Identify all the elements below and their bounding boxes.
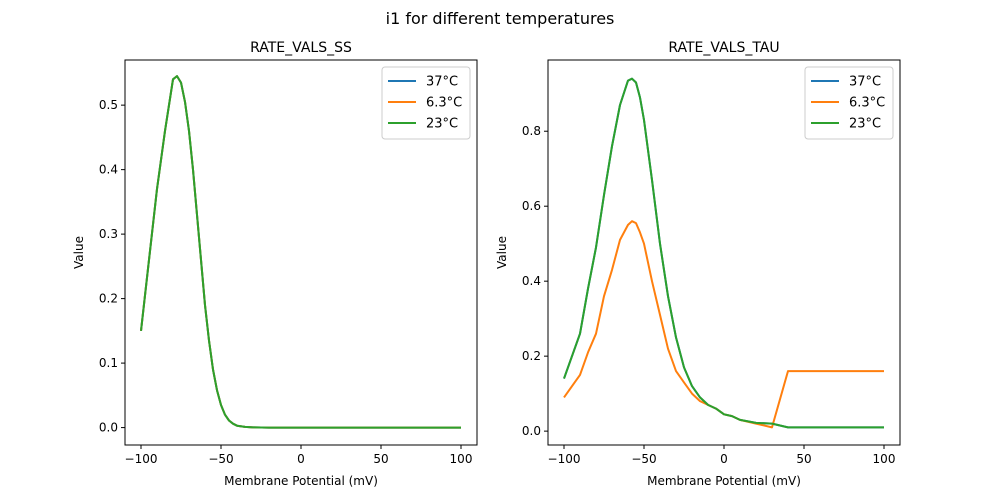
y-tick-label: 0.8 bbox=[522, 124, 541, 138]
y-tick-label: 0.6 bbox=[522, 199, 541, 213]
y-tick-label: 0.3 bbox=[99, 227, 118, 241]
y-tick-label: 0.2 bbox=[99, 292, 118, 306]
x-axis-label: Membrane Potential (mV) bbox=[224, 474, 378, 488]
y-tick-label: 0.0 bbox=[99, 421, 118, 435]
legend-label-2: 23°C bbox=[849, 117, 881, 132]
x-axis-label: Membrane Potential (mV) bbox=[647, 474, 801, 488]
y-tick-label: 0.2 bbox=[522, 349, 541, 363]
y-axis-label: Value bbox=[495, 236, 509, 269]
x-tick-label: −50 bbox=[631, 452, 656, 466]
legend-box bbox=[804, 66, 894, 140]
series-line-2 bbox=[140, 75, 461, 429]
legend-label-1: 6.3°C bbox=[426, 96, 462, 111]
series-line-1 bbox=[563, 220, 884, 429]
legend: 37°C 6.3°C 23°C bbox=[381, 66, 471, 140]
x-tick-label: −100 bbox=[125, 452, 158, 466]
legend-label-0: 37°C bbox=[426, 75, 458, 90]
x-tick-label: 0 bbox=[297, 452, 305, 466]
subplot-rate-vals-tau: −100 −50 0 50 100 0.0 0.2 0.4 0.6 0.8 RATE_VALS_TA… bbox=[495, 40, 901, 488]
x-tick-label: 100 bbox=[450, 452, 473, 466]
y-tick-label: 0.0 bbox=[522, 424, 541, 438]
x-tick-label: 0 bbox=[720, 452, 728, 466]
legend-label-2: 23°C bbox=[426, 117, 458, 132]
y-tick-label: 0.4 bbox=[99, 163, 118, 177]
y-tick-label: 0.5 bbox=[99, 98, 118, 112]
suptitle: i1 for different temperatures bbox=[386, 9, 615, 28]
legend: 37°C 6.3°C 23°C bbox=[804, 66, 894, 140]
x-tick-label: −50 bbox=[208, 452, 233, 466]
y-tick-label: 0.1 bbox=[99, 356, 118, 370]
series-line-2 bbox=[563, 77, 884, 429]
subplot-title: RATE_VALS_TAU bbox=[668, 40, 779, 56]
legend-box bbox=[381, 66, 471, 140]
subplot-rate-vals-ss: −100 −50 0 50 100 0.0 0.1 0.2 0.3 0.4 0.5 RATE_VALS… bbox=[72, 40, 478, 488]
x-tick-label: 100 bbox=[873, 452, 896, 466]
x-tick-label: −100 bbox=[548, 452, 581, 466]
x-tick-label: 50 bbox=[373, 452, 388, 466]
legend-label-0: 37°C bbox=[849, 75, 881, 90]
y-tick-label: 0.4 bbox=[522, 274, 541, 288]
subplot-title: RATE_VALS_SS bbox=[250, 40, 352, 56]
y-axis-label: Value bbox=[72, 236, 86, 269]
legend-label-1: 6.3°C bbox=[849, 96, 885, 111]
x-tick-label: 50 bbox=[796, 452, 811, 466]
